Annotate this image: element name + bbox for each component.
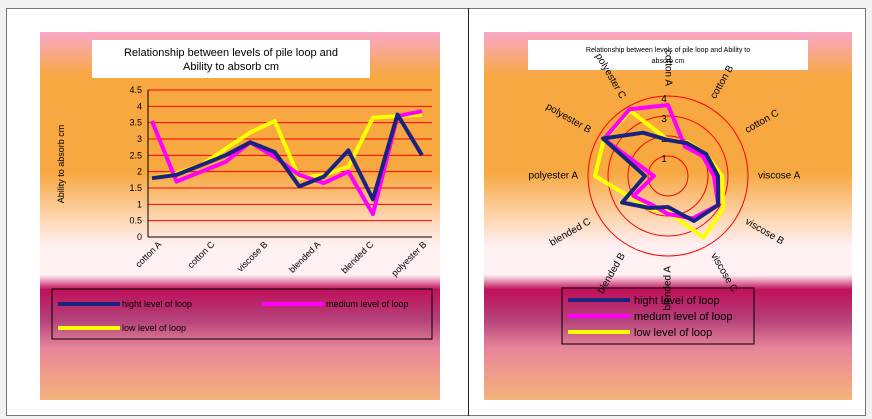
title-box bbox=[92, 40, 370, 78]
radar-chart: Relationship between levels of pile loop… bbox=[484, 32, 852, 400]
radar-axis-label: cotton A bbox=[662, 50, 673, 86]
y-tick-label: 4.5 bbox=[129, 85, 142, 95]
chart-title-line: Ability to absorb cm bbox=[183, 61, 279, 73]
radar-ring bbox=[587, 95, 749, 257]
y-tick-label: 3.5 bbox=[129, 118, 142, 128]
radar-chart-panel: Relationship between levels of pile loop… bbox=[484, 32, 852, 400]
y-tick-label: 0.5 bbox=[129, 216, 142, 226]
radar-axis-label: polyester A bbox=[529, 171, 579, 182]
radar-ring bbox=[647, 155, 689, 197]
chart-title-line: Relationship between levels of pile loop… bbox=[124, 47, 338, 59]
legend-label: hight level of loop bbox=[122, 299, 192, 309]
line-chart: Relationship between levels of pile loop… bbox=[40, 32, 440, 400]
y-axis-label: Ability to absorb cm bbox=[56, 125, 66, 204]
panel-divider bbox=[468, 8, 469, 416]
legend-label: medium level of loop bbox=[326, 299, 409, 309]
y-tick-label: 2.5 bbox=[129, 150, 142, 160]
legend-box bbox=[561, 287, 755, 345]
legend-label: medum level of loop bbox=[634, 311, 732, 323]
chart-title-line: Relationship between levels of pile loop… bbox=[586, 47, 750, 54]
chart-background bbox=[40, 32, 440, 400]
y-tick-label: 2 bbox=[137, 167, 142, 177]
line-chart-panel: Relationship between levels of pile loop… bbox=[40, 32, 440, 400]
legend-label: hight level of loop bbox=[634, 295, 720, 307]
y-tick-label: 1 bbox=[137, 199, 142, 209]
radar-axis-label: viscose A bbox=[758, 171, 801, 182]
radar-series-high bbox=[601, 130, 721, 223]
y-tick-label: 1.5 bbox=[129, 183, 142, 193]
radar-ring-label: 4 bbox=[661, 94, 667, 105]
legend-label: low level of loop bbox=[634, 327, 712, 339]
legend-box bbox=[51, 288, 433, 340]
radar-ring-label: 1 bbox=[661, 154, 667, 165]
radar-ring-label: 3 bbox=[661, 114, 667, 125]
y-tick-label: 0 bbox=[137, 232, 142, 242]
y-tick-label: 4 bbox=[137, 101, 142, 111]
series-line-high bbox=[151, 112, 424, 202]
title-box bbox=[528, 40, 808, 70]
chart-title-line: absorb cm bbox=[652, 58, 685, 65]
legend-label: low level of loop bbox=[122, 323, 186, 333]
radar-ring bbox=[607, 115, 729, 237]
y-tick-label: 3 bbox=[137, 134, 142, 144]
